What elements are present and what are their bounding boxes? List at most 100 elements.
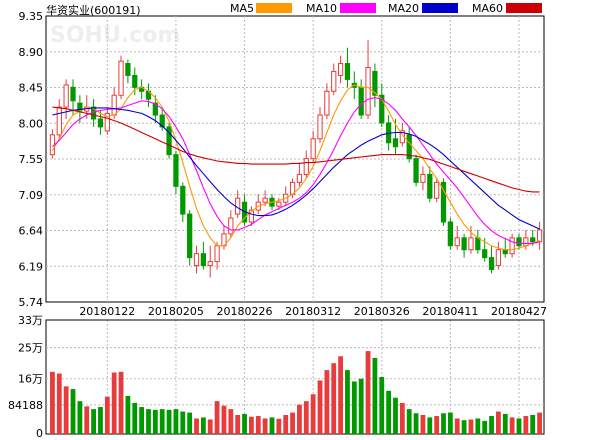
candle-body bbox=[337, 63, 344, 76]
price-tick-label: 8.45 bbox=[19, 82, 44, 95]
volume-bar bbox=[523, 416, 529, 434]
candle-body bbox=[132, 74, 138, 88]
candle-body bbox=[97, 118, 104, 128]
date-label: 20180312 bbox=[285, 305, 341, 318]
volume-bar bbox=[139, 407, 145, 434]
volume-panel-frame bbox=[45, 319, 545, 435]
candle-body bbox=[187, 213, 193, 259]
price-panel: 9.35 8.90 8.45 8.00 7.55 7.09 6.64 6.19 5.74 2018… bbox=[19, 10, 547, 318]
candle-body bbox=[56, 106, 62, 136]
volume-bar bbox=[420, 415, 426, 434]
volume-bar bbox=[372, 358, 378, 434]
volume-bar bbox=[530, 415, 536, 434]
volume-bar bbox=[496, 411, 501, 434]
candle-body bbox=[372, 70, 378, 96]
volume-bar bbox=[365, 351, 371, 434]
volume-bar bbox=[310, 394, 316, 434]
candle-body bbox=[276, 201, 282, 207]
candle-body bbox=[475, 237, 481, 251]
candle-body bbox=[434, 181, 440, 199]
date-label: 20180226 bbox=[217, 305, 273, 318]
volume-tick-label: 33万 bbox=[18, 314, 43, 327]
volume-bar bbox=[454, 418, 460, 434]
volume-bar bbox=[386, 390, 392, 434]
volume-bar bbox=[427, 417, 433, 434]
volume-bar bbox=[537, 412, 542, 434]
watermark-text: SOHU.com bbox=[50, 23, 180, 48]
candle-body bbox=[536, 229, 543, 243]
volume-bar bbox=[194, 418, 199, 434]
volume-bar bbox=[159, 409, 165, 434]
volume-bar bbox=[502, 413, 508, 434]
volume-bar bbox=[434, 416, 440, 434]
candle-body bbox=[530, 237, 536, 243]
volume-bar bbox=[255, 416, 261, 434]
volume-bar bbox=[331, 363, 337, 434]
price-tick-label: 8.00 bbox=[19, 117, 44, 130]
date-label: 20180326 bbox=[354, 305, 410, 318]
candle-body bbox=[344, 63, 351, 80]
candle-body bbox=[228, 217, 234, 235]
volume-bar bbox=[338, 356, 343, 434]
volume-bar bbox=[200, 417, 206, 434]
chart-title: 华资实业(600191) bbox=[46, 3, 141, 17]
candle-body bbox=[180, 185, 186, 215]
volume-bar bbox=[276, 418, 282, 434]
candle-body bbox=[482, 249, 488, 259]
candle-body bbox=[413, 158, 419, 183]
volume-tick-label: 16万 bbox=[18, 373, 43, 386]
volume-bar bbox=[146, 409, 151, 434]
candle-body bbox=[454, 237, 460, 247]
volume-bar bbox=[283, 415, 289, 434]
legend-label-ma10: MA10 bbox=[306, 2, 337, 15]
volume-bar bbox=[50, 371, 55, 434]
legend-swatch-ma10 bbox=[340, 3, 376, 13]
volume-bar bbox=[297, 404, 302, 434]
volume-bar bbox=[324, 370, 330, 434]
date-label: 20180122 bbox=[79, 305, 135, 318]
volume-bar bbox=[345, 370, 350, 434]
volume-bar bbox=[509, 417, 515, 434]
candle-body bbox=[193, 253, 200, 267]
ma-line-ma20 bbox=[52, 107, 540, 230]
candle-body bbox=[104, 112, 110, 132]
candle-body bbox=[379, 94, 385, 124]
ma-line-ma10 bbox=[52, 97, 540, 244]
candle-body bbox=[509, 237, 515, 255]
legend: MA5 MA10 MA20 MA60 bbox=[230, 2, 542, 15]
candle-body bbox=[303, 158, 309, 175]
legend-swatch-ma20 bbox=[422, 3, 458, 13]
candle-body bbox=[516, 237, 522, 247]
volume-bar bbox=[413, 413, 419, 434]
candle-body bbox=[200, 253, 207, 267]
legend-label-ma5: MA5 bbox=[230, 2, 254, 15]
volume-bar bbox=[118, 371, 124, 434]
candle-body bbox=[427, 173, 433, 199]
volume-bar bbox=[166, 409, 172, 434]
volume-tick-label: 25万 bbox=[18, 342, 43, 355]
volume-bar bbox=[447, 412, 453, 434]
volume-bar bbox=[262, 418, 268, 434]
candle-body bbox=[207, 261, 213, 267]
candle-body bbox=[495, 249, 502, 267]
volume-bar bbox=[173, 409, 179, 434]
volume-bar bbox=[221, 405, 227, 434]
volume-bar bbox=[406, 409, 412, 434]
candle-body bbox=[262, 197, 268, 203]
volume-bar bbox=[104, 396, 110, 434]
legend-label-ma60: MA60 bbox=[472, 2, 503, 15]
volume-bar bbox=[303, 401, 309, 434]
volume-bar bbox=[84, 406, 90, 434]
volume-bar bbox=[399, 402, 405, 434]
volume-bar bbox=[214, 401, 220, 434]
volume-bar bbox=[152, 409, 158, 434]
candle-body bbox=[70, 86, 76, 102]
candle-body bbox=[310, 138, 316, 160]
candle-body bbox=[406, 134, 412, 160]
candle-body bbox=[447, 221, 454, 247]
candle-body bbox=[461, 237, 467, 251]
price-tick-label: 9.35 bbox=[19, 10, 44, 23]
candle-body bbox=[159, 114, 165, 128]
date-label: 20180411 bbox=[422, 305, 478, 318]
